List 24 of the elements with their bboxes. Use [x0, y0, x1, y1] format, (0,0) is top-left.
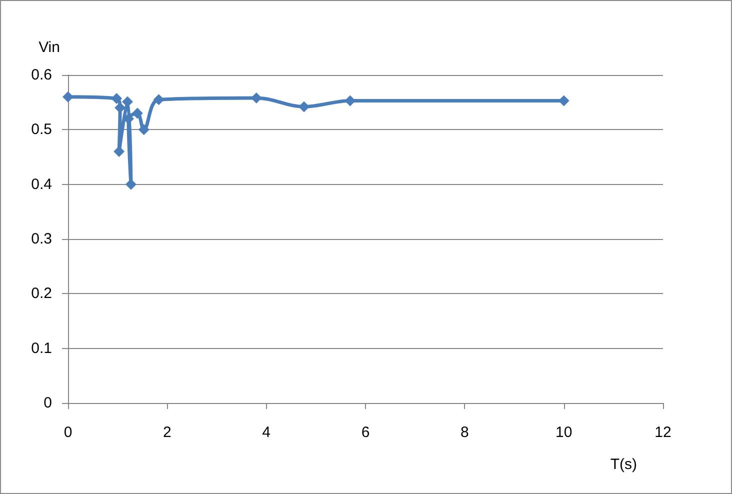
x-tick-label: 10	[555, 424, 572, 441]
y-tick-label: 0.1	[31, 340, 52, 357]
y-tick-label: 0.4	[31, 176, 52, 193]
y-axis-title: Vin	[38, 39, 60, 56]
x-tick-label: 12	[654, 424, 672, 441]
x-tick-label: 8	[460, 424, 469, 441]
point	[153, 94, 164, 106]
x-tick-label: 4	[262, 424, 271, 441]
point	[114, 102, 126, 114]
point	[111, 93, 122, 104]
y-tick-label: 0.3	[31, 230, 52, 248]
point	[62, 91, 74, 102]
point	[114, 146, 125, 158]
x-tick-label: 0	[64, 424, 72, 441]
point	[132, 108, 143, 119]
x-axis-title: T(s)	[610, 456, 637, 473]
y-tick-label: 0	[44, 394, 52, 412]
point	[298, 101, 310, 112]
x-tick-label: 6	[361, 424, 370, 441]
x-tick-label: 2	[162, 424, 172, 441]
y-tick-label: 0.5	[31, 121, 52, 138]
point	[138, 124, 150, 136]
y-tick-label: 0.6	[31, 66, 52, 84]
y-tick-label: 0.2	[31, 285, 52, 302]
